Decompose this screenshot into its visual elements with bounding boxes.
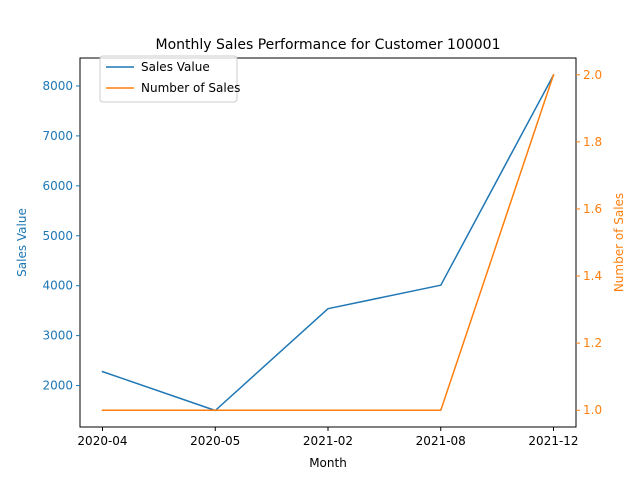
y-axis-left: 2000 3000 4000 5000 6000 7000 8000 bbox=[42, 79, 80, 393]
y-left-tick-label: 5000 bbox=[42, 229, 73, 243]
legend: Sales Value Number of Sales bbox=[99, 55, 240, 103]
x-tick-label: 2021-02 bbox=[303, 434, 353, 448]
x-tick-label: 2021-08 bbox=[416, 434, 466, 448]
chart-title: Monthly Sales Performance for Customer 1… bbox=[156, 37, 501, 53]
x-axis-label: Month bbox=[309, 456, 347, 470]
y-right-tick-label: 1.8 bbox=[583, 135, 602, 149]
y-right-tick-label: 1.2 bbox=[583, 336, 602, 350]
y-right-tick-label: 1.6 bbox=[583, 202, 602, 216]
x-tick-label: 2021-12 bbox=[528, 434, 578, 448]
x-tick-label: 2020-05 bbox=[190, 434, 240, 448]
plot-area bbox=[79, 57, 577, 428]
y-left-tick-label: 8000 bbox=[42, 79, 73, 93]
y-right-tick-label: 2.0 bbox=[583, 68, 602, 82]
series-lines bbox=[101, 73, 555, 412]
y-right-tick-label: 1.0 bbox=[583, 403, 602, 417]
y-left-tick-label: 3000 bbox=[42, 329, 73, 343]
x-axis: 2020-04 2020-05 2021-02 2021-08 2021-12 bbox=[77, 427, 579, 448]
legend-entry-label: Sales Value bbox=[141, 60, 210, 74]
y-left-tick-label: 6000 bbox=[42, 179, 73, 193]
y-right-tick-label: 1.4 bbox=[583, 269, 602, 283]
y-axis-right-label: Number of Sales bbox=[612, 193, 626, 292]
legend-entry-label: Number of Sales bbox=[141, 81, 240, 95]
series-line-sales-value bbox=[101, 73, 555, 412]
legend-box bbox=[99, 55, 238, 103]
series-line-number-of-sales bbox=[101, 73, 555, 411]
plot-border bbox=[79, 57, 577, 428]
y-left-tick-label: 4000 bbox=[42, 279, 73, 293]
x-tick-label: 2020-04 bbox=[77, 434, 127, 448]
y-left-tick-label: 7000 bbox=[42, 129, 73, 143]
y-left-tick-label: 2000 bbox=[42, 379, 73, 393]
y-axis-right: 1.0 1.2 1.4 1.6 1.8 2.0 bbox=[576, 68, 602, 417]
y-axis-left-label: Sales Value bbox=[15, 208, 29, 277]
